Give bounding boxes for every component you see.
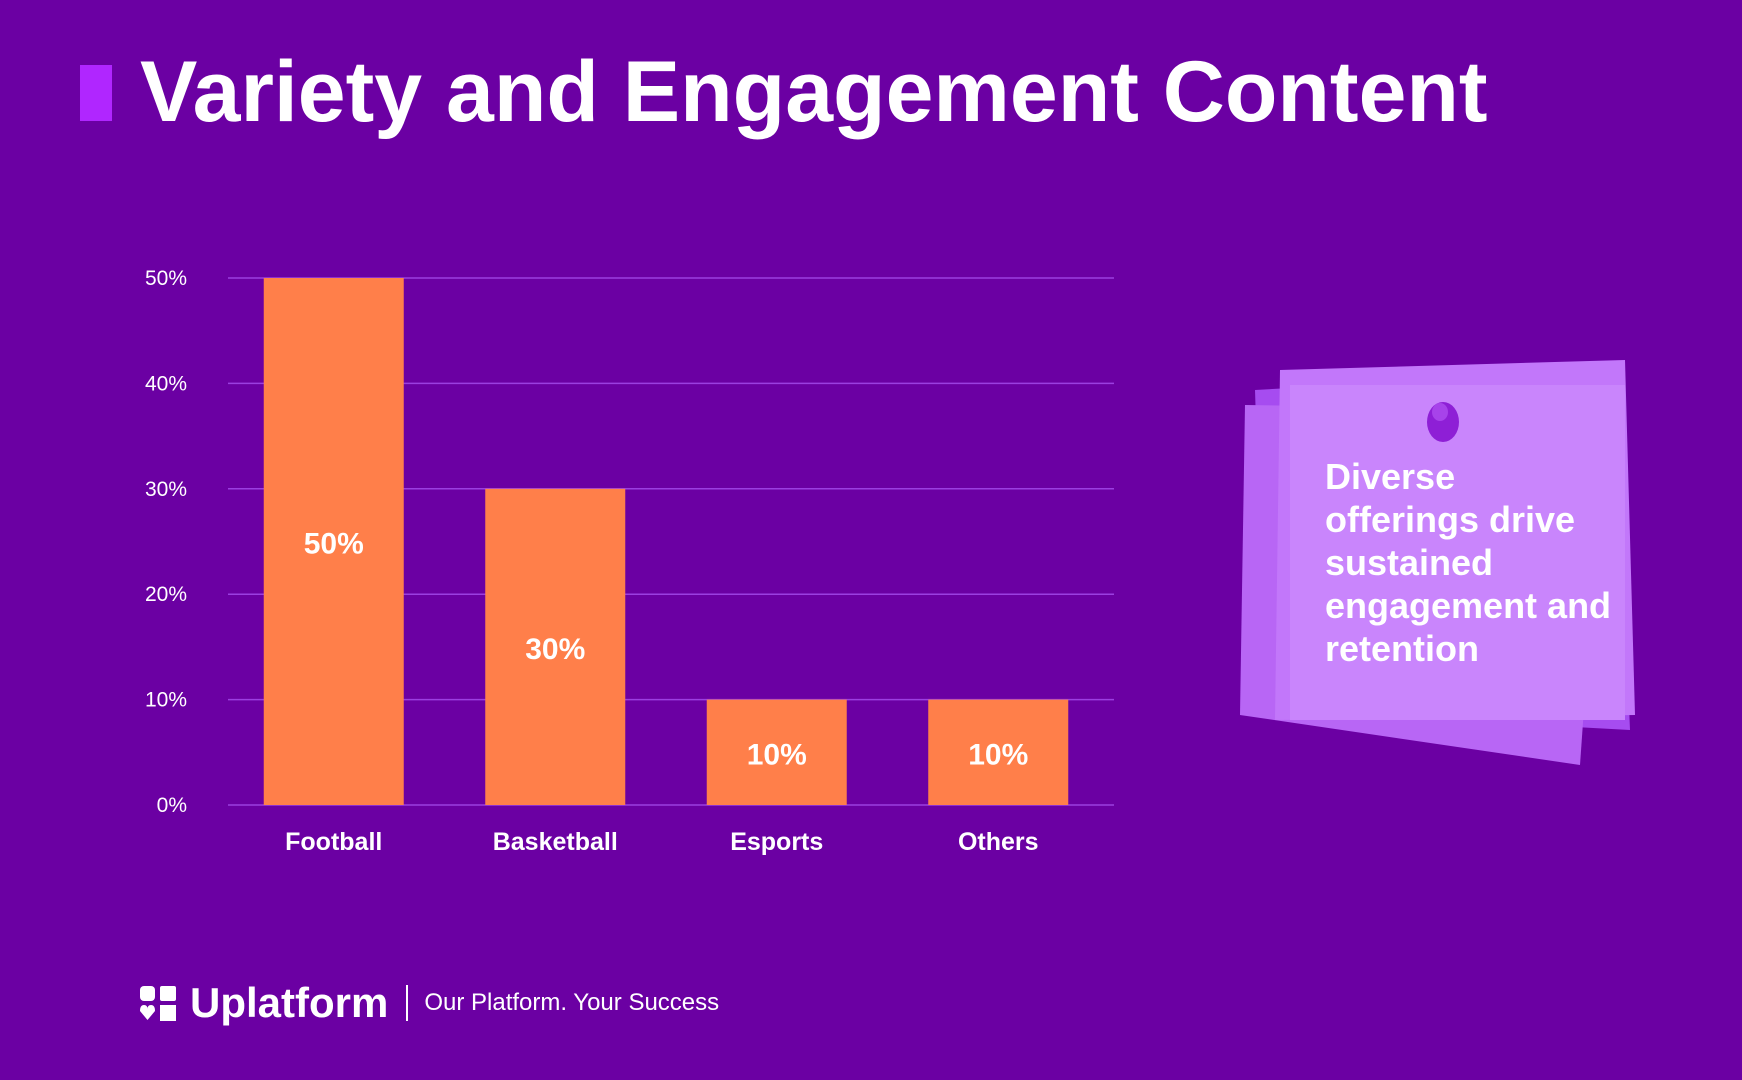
bar [706,699,847,805]
y-tick-label: 50% [145,267,187,290]
y-tick-label: 40% [145,372,187,395]
sticky-note-text: Diverse offerings drive sustained engage… [1325,456,1612,669]
x-tick-label: Basketball [493,828,618,856]
y-tick-label: 30% [145,478,187,501]
bar [928,699,1069,805]
bar-value-label: 50% [304,528,364,561]
bar-value-label: 30% [525,633,585,666]
bar [263,278,404,805]
footer: Uplatform Our Platform. Your Success [140,978,719,1028]
y-tick-label: 20% [145,583,187,606]
x-tick-label: Others [958,828,1039,856]
bar [485,488,626,805]
bar-value-label: 10% [747,738,807,771]
x-tick-label: Football [285,828,382,856]
tagline: Our Platform. Your Success [424,989,720,1016]
y-tick-label: 10% [145,689,187,712]
brand-name: Uplatform [190,979,389,1026]
x-tick-label: Esports [730,828,823,856]
footer-divider [406,985,409,1021]
y-tick-label: 0% [157,794,187,817]
sticky-note-stack [1240,360,1635,765]
page-title: Variety and Engagement Content [140,44,1488,140]
bar-value-label: 10% [968,738,1028,771]
pushpin-icon [1427,402,1459,442]
title-accent-bar [80,65,112,121]
uplatform-logo-icon [140,986,176,1021]
